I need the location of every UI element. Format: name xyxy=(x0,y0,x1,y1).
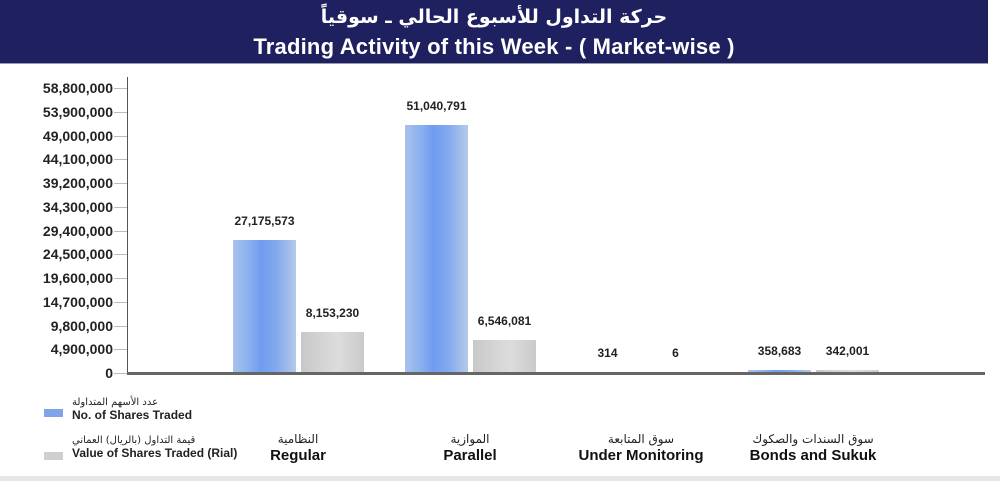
legend-label-ar: قيمة التداول (بالريال) العماني xyxy=(72,435,196,446)
category-label-ar: النظامية xyxy=(277,432,319,446)
y-tick-label: 4,900,000 xyxy=(50,341,113,358)
category-label-ar: سوق السندات والصكوك xyxy=(752,432,874,446)
y-tick-mark xyxy=(114,325,127,327)
legend-swatch-shares xyxy=(44,409,63,417)
category-label-en: Bonds and Sukuk xyxy=(749,447,877,464)
y-tick-mark xyxy=(114,111,127,113)
y-tick-label: 19,600,000 xyxy=(42,270,113,286)
category-label-bonds-sukuk: سوق السندات والصكوك Bonds and Sukuk xyxy=(750,432,877,464)
y-tick-label: 58,800,000 xyxy=(42,80,113,96)
bar-shares-regular xyxy=(233,240,296,372)
y-tick-mark xyxy=(114,183,127,184)
bar-data-label: 6 xyxy=(672,345,679,360)
bar-value-regular xyxy=(301,332,364,372)
chart-header: حركة التداول للأسبوع الحالي ـ سوقياً Tra… xyxy=(0,0,988,64)
bar-value-bonds-and-sukuk xyxy=(816,370,879,372)
y-tick-label: 9,800,000 xyxy=(50,317,113,334)
bar-data-label: 27,175,573 xyxy=(234,214,295,229)
title-english: Trading Activity of this Week - ( Market… xyxy=(253,34,735,59)
bar-data-label: 6,546,081 xyxy=(477,314,532,329)
bar-data-label: 358,683 xyxy=(757,344,802,359)
footer-divider xyxy=(0,476,1000,481)
y-tick-label: 29,400,000 xyxy=(42,222,113,239)
category-label-en: Under Monitoring xyxy=(578,447,704,464)
bar-data-label: 342,001 xyxy=(825,344,870,359)
category-label-regular: النظامية Regular xyxy=(270,432,326,464)
category-label-en: Regular xyxy=(270,447,326,464)
category-label-en: Parallel xyxy=(443,447,497,464)
category-label-ar: سوق المتابعة xyxy=(607,432,675,446)
bar-shares-parallel xyxy=(405,124,468,372)
y-tick-mark xyxy=(114,135,127,137)
y-tick-label: 49,000,000 xyxy=(42,127,113,144)
y-tick-label: 0 xyxy=(105,365,113,381)
y-tick-mark xyxy=(114,373,127,374)
y-tick-label: 44,100,000 xyxy=(42,151,113,168)
y-tick-label: 53,900,000 xyxy=(42,103,113,120)
bar-shares-bonds-and-sukuk xyxy=(748,370,811,372)
bar-data-label: 314 xyxy=(597,345,618,360)
bar-data-label: 51,040,791 xyxy=(406,98,467,113)
x-axis xyxy=(127,372,985,375)
y-tick-label: 39,200,000 xyxy=(42,175,113,191)
y-axis xyxy=(127,77,128,374)
y-tick-mark xyxy=(114,88,127,89)
y-tick-mark xyxy=(114,206,127,208)
legend-label-en: No. of Shares Traded xyxy=(72,408,193,422)
y-tick-mark xyxy=(114,301,127,303)
legend-swatch-value xyxy=(44,452,63,460)
y-tick-label: 24,500,000 xyxy=(42,246,113,263)
category-label-ar: الموازية xyxy=(450,432,490,446)
y-tick-mark xyxy=(114,278,127,279)
category-label-under-monitoring: سوق المتابعة Under Monitoring xyxy=(579,432,704,464)
y-tick-mark xyxy=(114,230,127,232)
y-tick-label: 14,700,000 xyxy=(42,293,113,310)
y-tick-mark xyxy=(114,254,127,256)
category-label-parallel: الموازية Parallel xyxy=(443,432,496,464)
y-tick-mark xyxy=(114,159,127,161)
title-arabic: حركة التداول للأسبوع الحالي ـ سوقياً xyxy=(320,6,668,28)
legend-label-ar: عدد الأسهم المتداولة xyxy=(72,397,159,408)
chart-plot-area: 58,800,000 53,900,000 49,000,000 44,100,000… xyxy=(42,77,985,381)
bar-value-parallel xyxy=(473,340,536,372)
y-tick-label: 34,300,000 xyxy=(42,198,113,215)
legend-label-en: Value of Shares Traded (Rial) xyxy=(72,446,238,460)
bar-data-label: 8,153,230 xyxy=(305,306,360,321)
y-tick-mark xyxy=(114,349,127,351)
